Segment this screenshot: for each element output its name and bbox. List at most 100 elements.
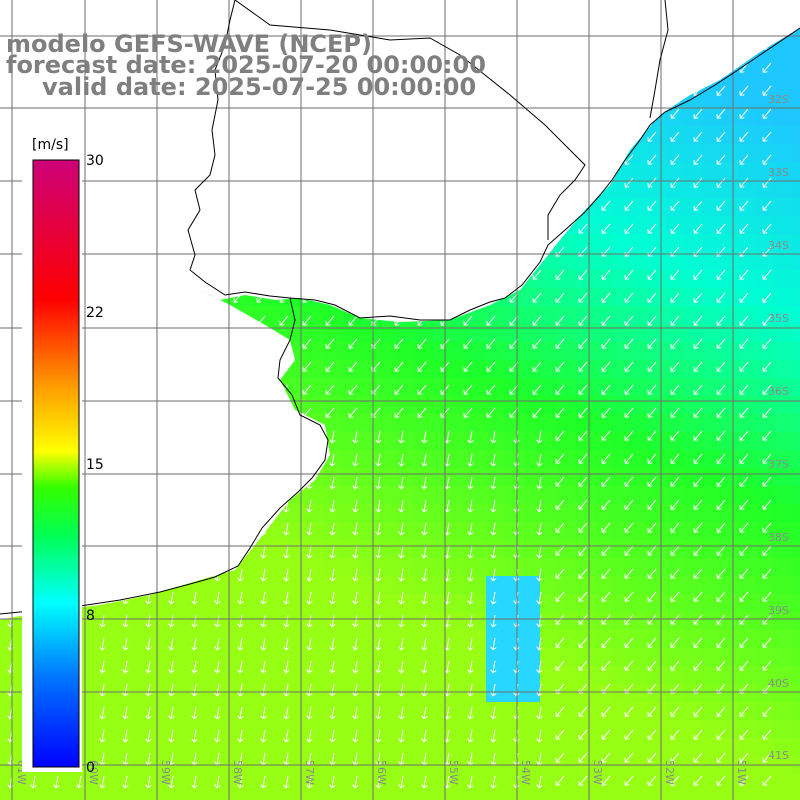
wind-arrow [470, 453, 472, 466]
field-cell [522, 414, 541, 433]
field-cell [666, 648, 685, 667]
wind-arrow [579, 223, 588, 233]
field-cell [468, 396, 487, 415]
wind-arrow [102, 522, 104, 535]
wind-arrow [602, 361, 611, 371]
wind-arrow [717, 177, 726, 187]
field-cell [360, 792, 379, 800]
field-cell [630, 288, 649, 307]
field-cell [450, 648, 469, 667]
field-cell [234, 684, 253, 703]
field-cell [450, 450, 469, 469]
field-cell [378, 540, 397, 559]
field-cell [612, 414, 631, 433]
wind-arrow [556, 315, 565, 325]
wind-arrow [717, 430, 726, 440]
wind-arrow [372, 131, 381, 141]
field-cell [144, 630, 163, 649]
field-cell [702, 324, 721, 343]
field-cell [504, 432, 523, 451]
field-cell [774, 306, 793, 325]
wind-arrow [96, 39, 105, 49]
field-cell [108, 648, 127, 667]
field-cell [684, 576, 703, 595]
wind-arrow [556, 499, 565, 509]
wind-arrow [648, 223, 657, 233]
field-cell [702, 738, 721, 757]
field-cell [288, 774, 307, 793]
field-cell [288, 666, 307, 685]
field-cell [270, 522, 289, 541]
field-cell [234, 648, 253, 667]
field-cell [90, 684, 109, 703]
wind-arrow [418, 131, 427, 141]
wind-arrow [418, 39, 427, 49]
field-cell [576, 486, 595, 505]
wind-arrow [303, 315, 312, 325]
field-cell [522, 792, 541, 800]
wind-arrow [602, 430, 611, 440]
field-cell [648, 270, 667, 289]
wind-arrow [539, 499, 541, 512]
wind-arrow [372, 246, 381, 256]
field-cell [558, 738, 577, 757]
field-cell [612, 288, 631, 307]
wind-arrow [763, 200, 772, 210]
field-cell [792, 342, 800, 361]
wind-arrow [763, 269, 772, 279]
field-cell [792, 360, 800, 379]
wind-arrow [717, 338, 726, 348]
wind-arrow [625, 108, 634, 118]
field-cell [396, 468, 415, 487]
field-cell [432, 594, 451, 613]
field-cell [162, 720, 181, 739]
wind-arrow [188, 338, 197, 348]
field-cell [756, 72, 775, 91]
field-cell [468, 630, 487, 649]
field-cell [576, 414, 595, 433]
field-cell [702, 360, 721, 379]
field-cell [378, 360, 397, 379]
field-cell [90, 666, 109, 685]
wind-arrow [355, 476, 357, 489]
field-cell [180, 594, 199, 613]
field-cell [702, 378, 721, 397]
field-cell [306, 396, 325, 415]
field-cell [396, 576, 415, 595]
field-cell [234, 702, 253, 721]
field-cell [648, 234, 667, 253]
wind-arrow [671, 108, 680, 118]
wind-arrow [487, 154, 496, 164]
field-cell [126, 738, 145, 757]
field-cell [306, 792, 325, 800]
colorbar-tick-0: 0 [86, 760, 95, 776]
field-cell [504, 558, 523, 577]
wind-arrow [625, 315, 634, 325]
field-cell [792, 702, 800, 721]
wind-arrow [625, 39, 634, 49]
field-cell [738, 90, 757, 109]
wind-arrow [447, 499, 449, 512]
field-cell [702, 666, 721, 685]
wind-arrow [464, 269, 473, 279]
wind-arrow [464, 85, 473, 95]
field-cell [360, 558, 379, 577]
wind-arrow [234, 246, 243, 256]
field-cell [450, 576, 469, 595]
wind-arrow [96, 85, 105, 95]
wind-arrow [4, 269, 13, 279]
wind-arrow [493, 476, 495, 489]
field-cell [504, 306, 523, 325]
field-cell [594, 684, 613, 703]
field-cell [486, 666, 505, 685]
field-cell [576, 576, 595, 595]
wind-arrow [119, 108, 128, 118]
field-cell [306, 684, 325, 703]
field-cell [306, 360, 325, 379]
field-cell [522, 612, 541, 631]
field-cell [414, 522, 433, 541]
wind-arrow [4, 223, 13, 233]
field-cell [576, 396, 595, 415]
field-cell [720, 252, 739, 271]
field-cell [684, 720, 703, 739]
